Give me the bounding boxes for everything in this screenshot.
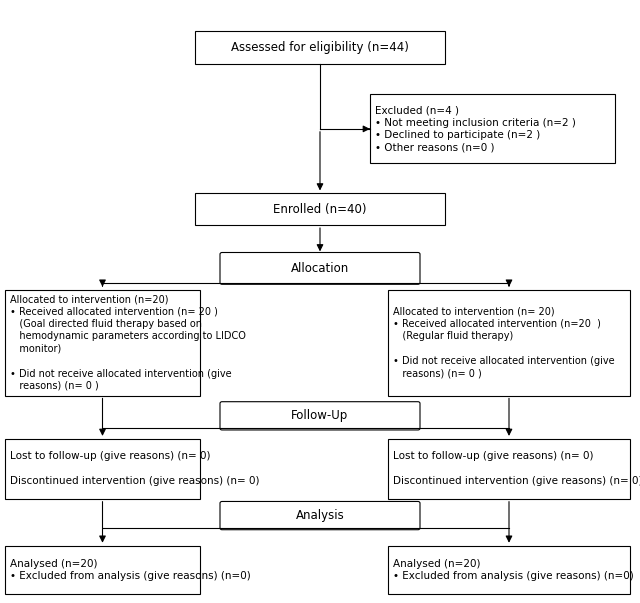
FancyBboxPatch shape (5, 439, 200, 499)
FancyBboxPatch shape (388, 289, 630, 396)
Text: Lost to follow-up (give reasons) (n= 0)

Discontinued intervention (give reasons: Lost to follow-up (give reasons) (n= 0) … (10, 452, 259, 486)
Text: Allocated to intervention (n=20)
• Received allocated intervention (n= 20 )
   (: Allocated to intervention (n=20) • Recei… (10, 294, 246, 391)
Text: Assessed for eligibility (n=44): Assessed for eligibility (n=44) (231, 41, 409, 54)
Text: Enrolled (n=40): Enrolled (n=40) (273, 203, 367, 216)
Text: Analysis: Analysis (296, 509, 344, 522)
FancyBboxPatch shape (195, 194, 445, 225)
FancyBboxPatch shape (5, 289, 200, 396)
FancyBboxPatch shape (220, 253, 420, 284)
Text: Follow-Up: Follow-Up (291, 409, 349, 422)
Text: Allocated to intervention (n= 20)
• Received allocated intervention (n=20  )
   : Allocated to intervention (n= 20) • Rece… (393, 306, 614, 379)
FancyBboxPatch shape (388, 439, 630, 499)
Text: Allocation: Allocation (291, 262, 349, 275)
FancyBboxPatch shape (220, 402, 420, 430)
Text: Lost to follow-up (give reasons) (n= 0)

Discontinued intervention (give reasons: Lost to follow-up (give reasons) (n= 0) … (393, 452, 640, 486)
Text: Analysed (n=20)
• Excluded from analysis (give reasons) (n=0): Analysed (n=20) • Excluded from analysis… (10, 559, 251, 581)
Text: Analysed (n=20)
• Excluded from analysis (give reasons) (n=0): Analysed (n=20) • Excluded from analysis… (393, 559, 634, 581)
Text: Excluded (n=4 )
• Not meeting inclusion criteria (n=2 )
• Declined to participat: Excluded (n=4 ) • Not meeting inclusion … (375, 106, 576, 153)
FancyBboxPatch shape (388, 546, 630, 594)
FancyBboxPatch shape (195, 31, 445, 65)
FancyBboxPatch shape (220, 502, 420, 529)
FancyBboxPatch shape (370, 95, 615, 163)
FancyBboxPatch shape (5, 546, 200, 594)
